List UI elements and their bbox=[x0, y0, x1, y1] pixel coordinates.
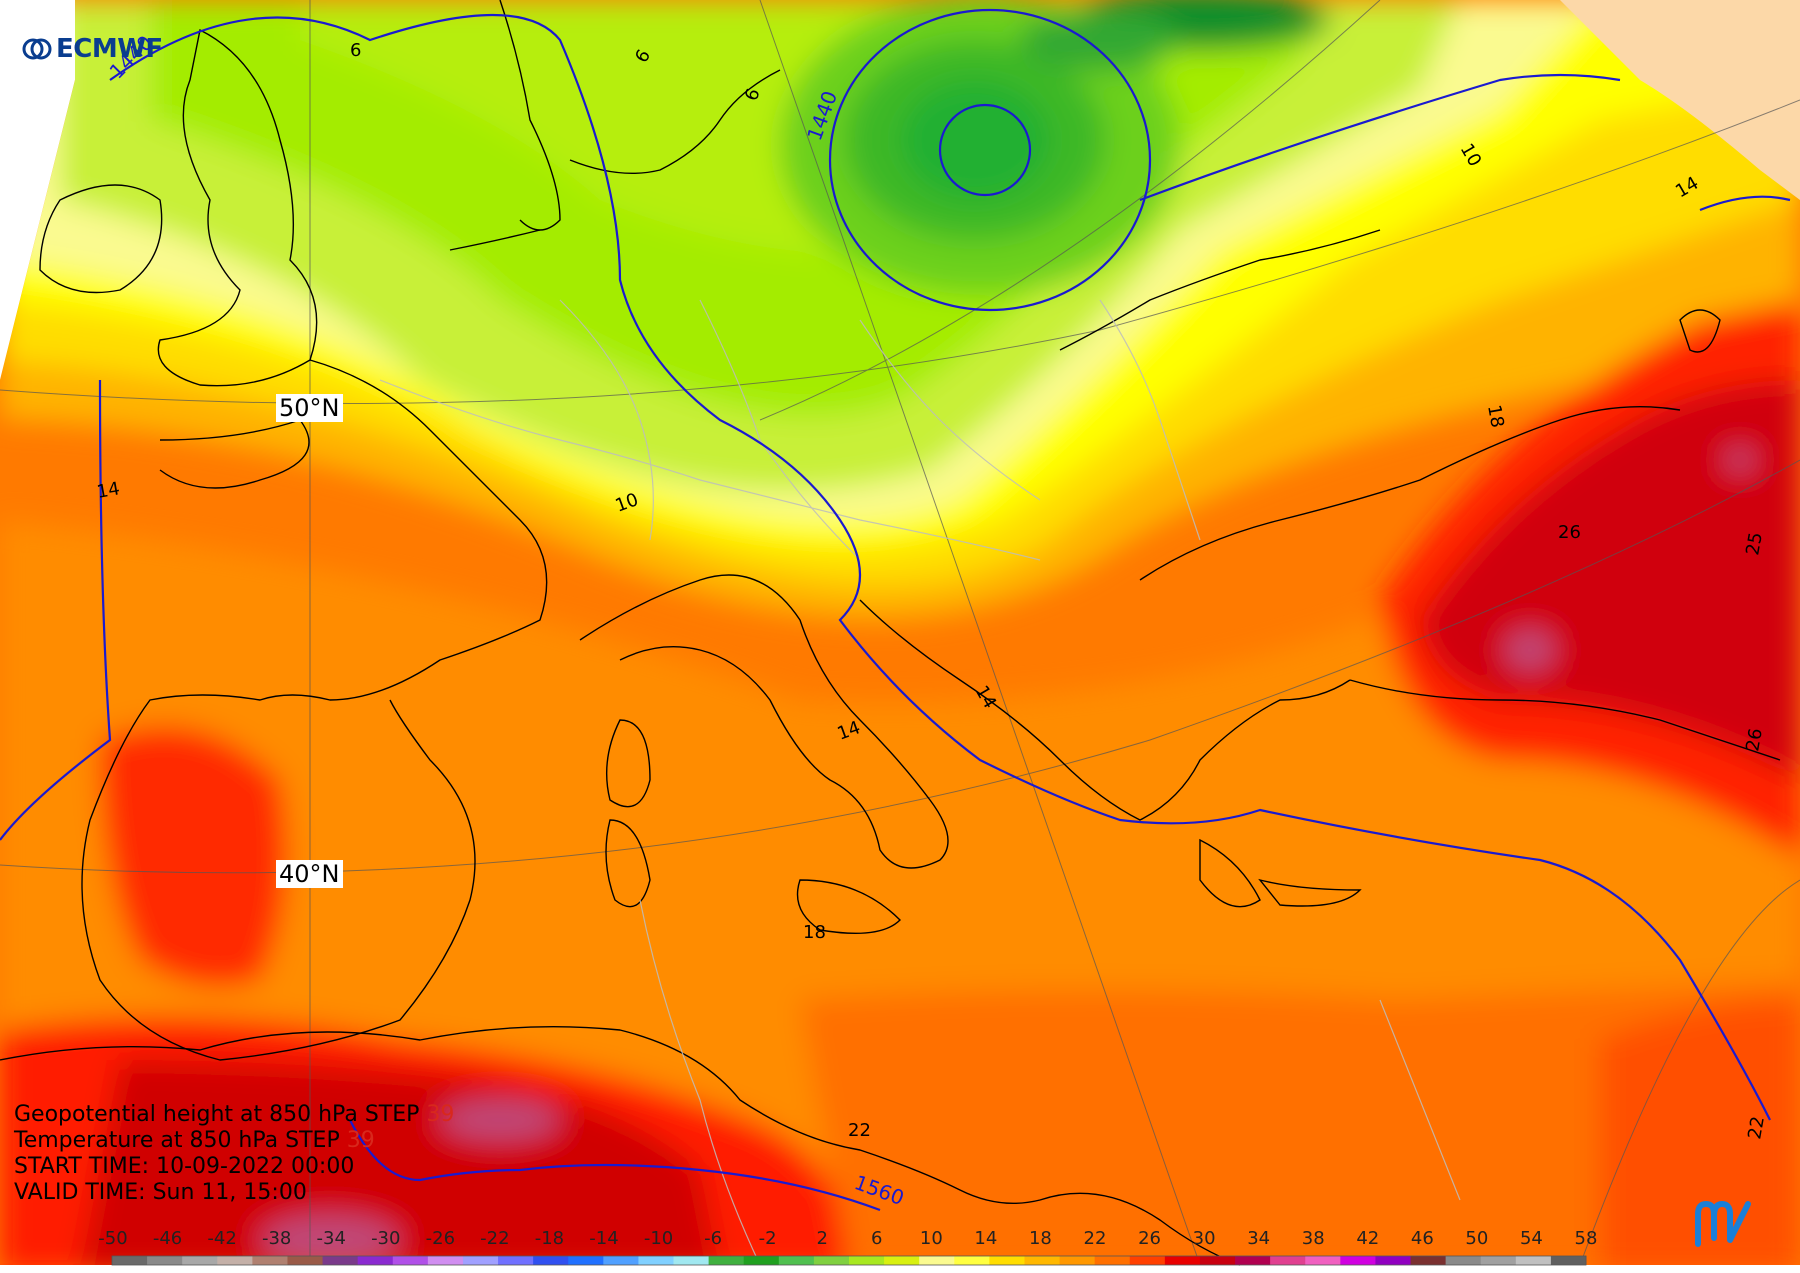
title-line-temperature: Temperature at 850 hPa STEP 39 bbox=[14, 1128, 375, 1153]
out-of-range-region bbox=[1560, 0, 1800, 200]
legend-swatch bbox=[603, 1256, 639, 1265]
legend-border bbox=[111, 1255, 1587, 1266]
legend-swatch bbox=[673, 1256, 710, 1265]
legend-swatch bbox=[112, 1256, 148, 1265]
legend-tick-label: 38 bbox=[1301, 1228, 1325, 1249]
legend-swatch bbox=[1305, 1256, 1341, 1265]
legend-tick-label: -34 bbox=[316, 1228, 346, 1249]
legend-swatch bbox=[1550, 1256, 1587, 1265]
temp-label: 18 bbox=[803, 922, 826, 943]
legend-tick-label: -10 bbox=[643, 1228, 674, 1249]
legend-swatch bbox=[392, 1256, 429, 1265]
start-time-line: START TIME: 10-09-2022 00:00 bbox=[14, 1154, 355, 1179]
legend-tick-label: 14 bbox=[974, 1228, 998, 1249]
legend-swatch bbox=[638, 1256, 675, 1265]
legend-swatch bbox=[989, 1256, 1025, 1265]
legend-swatch bbox=[1024, 1256, 1061, 1265]
geopotential-contours bbox=[0, 8, 1791, 1212]
legend-swatch bbox=[708, 1256, 745, 1265]
latitude-label-40n: 40°N bbox=[276, 860, 343, 888]
legend-swatch bbox=[884, 1256, 920, 1265]
legend-swatch bbox=[1375, 1256, 1412, 1265]
legend-swatch bbox=[954, 1256, 990, 1265]
legend-tick-label: 42 bbox=[1356, 1228, 1380, 1249]
legend-tick-label: -18 bbox=[534, 1228, 565, 1249]
legend-swatch bbox=[1410, 1256, 1447, 1265]
latitude-label-50n: 50°N bbox=[276, 394, 343, 422]
temp-label: 26 bbox=[1742, 727, 1767, 753]
legend-tick-label: -2 bbox=[758, 1228, 777, 1249]
legend-tick-label: 26 bbox=[1138, 1228, 1161, 1249]
legend-swatch bbox=[568, 1256, 604, 1265]
legend-swatch bbox=[357, 1256, 394, 1265]
legend-tick-label: -38 bbox=[261, 1228, 292, 1249]
legend-swatch bbox=[1480, 1256, 1517, 1265]
legend-swatch bbox=[1340, 1256, 1376, 1265]
legend-swatch bbox=[849, 1256, 885, 1265]
legend-tick-label: 10 bbox=[919, 1228, 943, 1249]
legend-swatch bbox=[1059, 1256, 1096, 1265]
legend-swatch bbox=[287, 1256, 324, 1265]
legend-tick-label: -6 bbox=[704, 1228, 723, 1249]
temp-label: 14 bbox=[95, 478, 121, 503]
legend-swatch bbox=[462, 1256, 499, 1265]
legend-swatch bbox=[217, 1256, 253, 1265]
legend-tick-label: -42 bbox=[207, 1228, 237, 1249]
legend-tick-label: -30 bbox=[371, 1228, 401, 1249]
country-borders bbox=[379, 299, 1461, 1266]
legend-tick-label: 30 bbox=[1192, 1228, 1216, 1249]
ecmwf-logo-text: ECMWF bbox=[56, 34, 163, 64]
legend-tick-label: -46 bbox=[152, 1228, 183, 1249]
legend-swatch bbox=[182, 1256, 218, 1265]
temp-label: 6 bbox=[350, 40, 361, 61]
legend-swatch bbox=[1445, 1256, 1482, 1265]
legend-tick-label: 2 bbox=[816, 1228, 828, 1249]
legend-swatch bbox=[919, 1256, 955, 1265]
legend-swatch bbox=[252, 1256, 288, 1265]
legend-tick-label: 54 bbox=[1519, 1228, 1543, 1249]
legend-swatch bbox=[533, 1256, 569, 1265]
legend-tick-label: 58 bbox=[1574, 1228, 1598, 1249]
legend-swatch bbox=[322, 1256, 359, 1265]
legend-tick-label: 6 bbox=[871, 1228, 883, 1249]
valid-time-line: VALID TIME: Sun 11, 15:00 bbox=[14, 1180, 307, 1205]
legend-swatch bbox=[1515, 1256, 1552, 1265]
legend-swatch bbox=[1094, 1256, 1131, 1265]
ecmwf-logo: ECMWF bbox=[22, 34, 163, 64]
legend-swatch bbox=[1129, 1256, 1166, 1265]
legend-swatch bbox=[498, 1256, 534, 1265]
legend-swatch bbox=[427, 1256, 464, 1265]
legend-tick-label: 22 bbox=[1083, 1228, 1107, 1249]
legend-swatch bbox=[1235, 1256, 1271, 1265]
legend-tick-label: -14 bbox=[589, 1228, 619, 1249]
legend-swatch bbox=[1164, 1256, 1201, 1265]
legend-swatch bbox=[1270, 1256, 1306, 1265]
legend-tick-label: 34 bbox=[1247, 1228, 1271, 1249]
temp-label: 25 bbox=[1742, 531, 1767, 557]
legend-tick-label: 18 bbox=[1028, 1228, 1052, 1249]
legend-tick-label: -22 bbox=[480, 1228, 510, 1249]
legend-tick-label: -50 bbox=[98, 1228, 128, 1249]
legend-swatch bbox=[1199, 1256, 1236, 1265]
temp-label: 26 bbox=[1558, 522, 1581, 543]
temp-label: 22 bbox=[848, 1120, 871, 1141]
legend-swatch bbox=[778, 1256, 815, 1265]
temp-label: 18 bbox=[1483, 403, 1508, 429]
legend-tick-label: -26 bbox=[425, 1228, 456, 1249]
temp-label: 22 bbox=[1744, 1115, 1769, 1141]
metview-logo-icon bbox=[1695, 1201, 1751, 1247]
color-legend bbox=[111, 1255, 1587, 1266]
ecmwf-logo-icon bbox=[22, 38, 52, 60]
legend-swatch bbox=[813, 1256, 850, 1265]
legend-swatch bbox=[743, 1256, 780, 1265]
legend-swatch bbox=[147, 1256, 183, 1265]
legend-tick-label: 46 bbox=[1410, 1228, 1434, 1249]
title-line-geopotential: Geopotential height at 850 hPa STEP 39 bbox=[14, 1102, 455, 1127]
legend-tick-label: 50 bbox=[1465, 1228, 1489, 1249]
